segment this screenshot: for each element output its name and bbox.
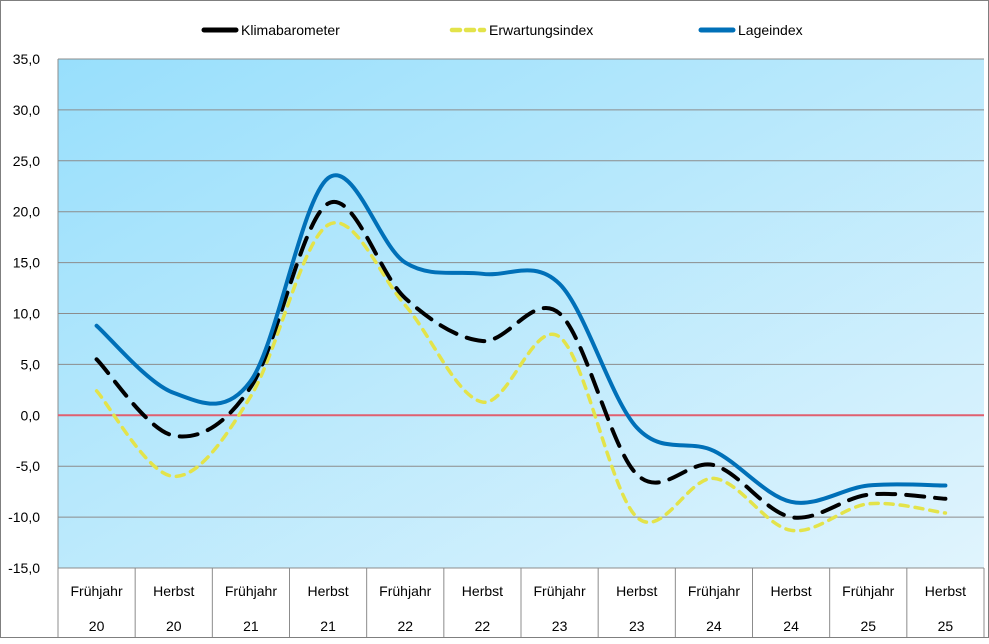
x-tick-season: Herbst <box>307 583 348 599</box>
y-tick-label: 10,0 <box>13 306 40 322</box>
x-tick-season: Herbst <box>616 583 657 599</box>
x-tick-year: 25 <box>860 618 876 634</box>
y-tick-label: 20,0 <box>13 204 40 220</box>
y-tick-label: 5,0 <box>21 356 41 372</box>
series-line-klimabarometer <box>94 199 948 520</box>
x-tick-season: Frühjahr <box>842 583 894 599</box>
y-tick-label: -15,0 <box>8 560 40 576</box>
x-axis: Frühjahr 20 Herbst 20 Frühjahr 21 Herbst 21 Früh… <box>57 567 985 637</box>
x-tick-season: Frühjahr <box>688 583 740 599</box>
x-tick-year: 20 <box>89 618 105 634</box>
x-tick-year: 24 <box>706 618 722 634</box>
legend: Klimabarometer Erwartungsindex Lageindex <box>201 22 803 38</box>
x-tick-season: Herbst <box>925 583 966 599</box>
x-tick-year: 21 <box>243 618 259 634</box>
x-tick-year: 25 <box>938 618 954 634</box>
y-tick-label: 0,0 <box>21 407 41 423</box>
series-lines <box>58 173 984 533</box>
x-tick-season: Frühjahr <box>71 583 123 599</box>
series-line-erwartungsindex <box>94 221 948 533</box>
x-tick-season: Herbst <box>153 583 194 599</box>
x-tick-year: 21 <box>320 618 336 634</box>
x-tick-year: 23 <box>629 618 645 634</box>
legend-label: Erwartungsindex <box>489 22 593 38</box>
x-tick-season: Herbst <box>770 583 811 599</box>
x-tick-season: Frühjahr <box>225 583 277 599</box>
x-tick-year: 20 <box>166 618 182 634</box>
y-tick-label: 30,0 <box>13 102 40 118</box>
x-tick-year: 22 <box>475 618 491 634</box>
x-tick-season: Herbst <box>462 583 503 599</box>
x-tick-season: Frühjahr <box>534 583 586 599</box>
x-tick-year: 24 <box>783 618 799 634</box>
legend-label: Lageindex <box>738 22 803 38</box>
x-tick-year: 23 <box>552 618 568 634</box>
y-tick-label: 35,0 <box>13 51 40 67</box>
y-axis: 35,0 30,0 25,0 20,0 15,0 10,0 5,0 0,0 -5,0 -10,0 -… <box>8 51 59 637</box>
legend-label: Klimabarometer <box>241 22 340 38</box>
y-tick-label: 25,0 <box>13 153 40 169</box>
y-tick-label: -10,0 <box>8 509 40 525</box>
y-tick-label: -5,0 <box>16 458 40 474</box>
x-tick-year: 22 <box>397 618 413 634</box>
series-line-lageindex <box>94 173 948 505</box>
x-tick-season: Frühjahr <box>379 583 431 599</box>
y-tick-label: 15,0 <box>13 255 40 271</box>
